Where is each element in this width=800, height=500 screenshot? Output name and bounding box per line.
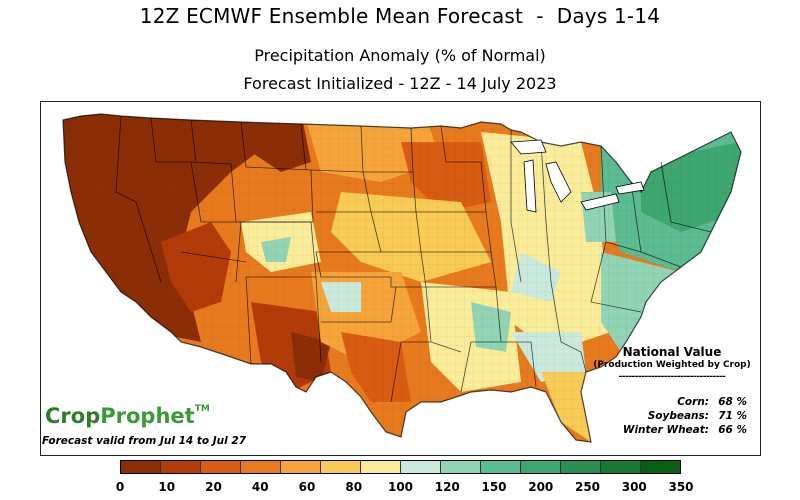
- map-subtitle: Precipitation Anomaly (% of Normal): [254, 46, 546, 65]
- legend-swatch: [441, 461, 481, 473]
- crop-label: Winter Wheat:: [622, 424, 709, 436]
- logo-crop-text: Crop: [45, 404, 101, 428]
- legend-swatch: [481, 461, 521, 473]
- legend-swatch: [161, 461, 201, 473]
- crop-value: 71 %: [718, 410, 747, 422]
- crop-row-soybeans: Soybeans: 71 %: [597, 410, 747, 422]
- forecast-initialized: Forecast Initialized - 12Z - 14 July 202…: [243, 74, 557, 93]
- legend-swatch: [521, 461, 561, 473]
- legend-swatch: [401, 461, 441, 473]
- legend-tick-label: 100: [387, 480, 414, 494]
- forecast-valid-range: Forecast valid from Jul 14 to Jul 27: [42, 435, 247, 447]
- crop-value: 66 %: [718, 424, 747, 436]
- legend-tick-label: 250: [574, 480, 601, 494]
- crop-value: 68 %: [718, 396, 747, 408]
- color-legend: [120, 460, 681, 474]
- legend-tick-label: 350: [668, 480, 694, 494]
- national-value-panel: National Value (Production Weighted by C…: [588, 345, 756, 382]
- legend-tick-label: 20: [205, 480, 222, 494]
- national-value-divider: ---------------------------------: [618, 372, 726, 382]
- crop-row-corn: Corn: 68 %: [597, 396, 747, 408]
- crop-label: Corn:: [677, 396, 709, 408]
- legend-tick-label: 120: [434, 480, 460, 494]
- legend-tick-label: 40: [251, 480, 269, 494]
- legend-swatch: [601, 461, 641, 473]
- legend-tick-label: 10: [158, 480, 176, 494]
- national-value-title: National Value: [622, 345, 722, 359]
- legend-swatch: [561, 461, 601, 473]
- map-title: 12Z ECMWF Ensemble Mean Forecast - Days …: [139, 4, 661, 28]
- crop-row-winter-wheat: Winter Wheat: 66 %: [597, 424, 747, 436]
- legend-tick-label: 300: [621, 480, 647, 494]
- legend-swatch: [241, 461, 281, 473]
- logo-prophet-text: Prophet: [100, 404, 195, 428]
- legend-tick-label: 0: [115, 480, 125, 494]
- legend-swatch: [641, 461, 680, 473]
- us-map-svg: [62, 113, 742, 443]
- legend-tick-label: 80: [345, 480, 363, 494]
- legend-swatch: [121, 461, 161, 473]
- legend-swatch: [201, 461, 241, 473]
- legend-ticks: 0 10 20 40 60 80 100 120 150 200 250 300 350: [0, 480, 800, 496]
- logo-trademark: TM: [194, 404, 210, 414]
- cropprophet-logo: CropProphetTM: [45, 404, 210, 428]
- legend-tick-label: 60: [298, 480, 316, 494]
- legend-tick-label: 150: [481, 480, 507, 494]
- national-value-subtitle: (Production Weighted by Crop): [593, 360, 751, 370]
- legend-tick-label: 200: [528, 480, 554, 494]
- precipitation-map: [40, 101, 761, 456]
- legend-swatch: [321, 461, 361, 473]
- legend-swatch: [361, 461, 401, 473]
- legend-swatch: [281, 461, 321, 473]
- crop-label: Soybeans:: [647, 410, 709, 422]
